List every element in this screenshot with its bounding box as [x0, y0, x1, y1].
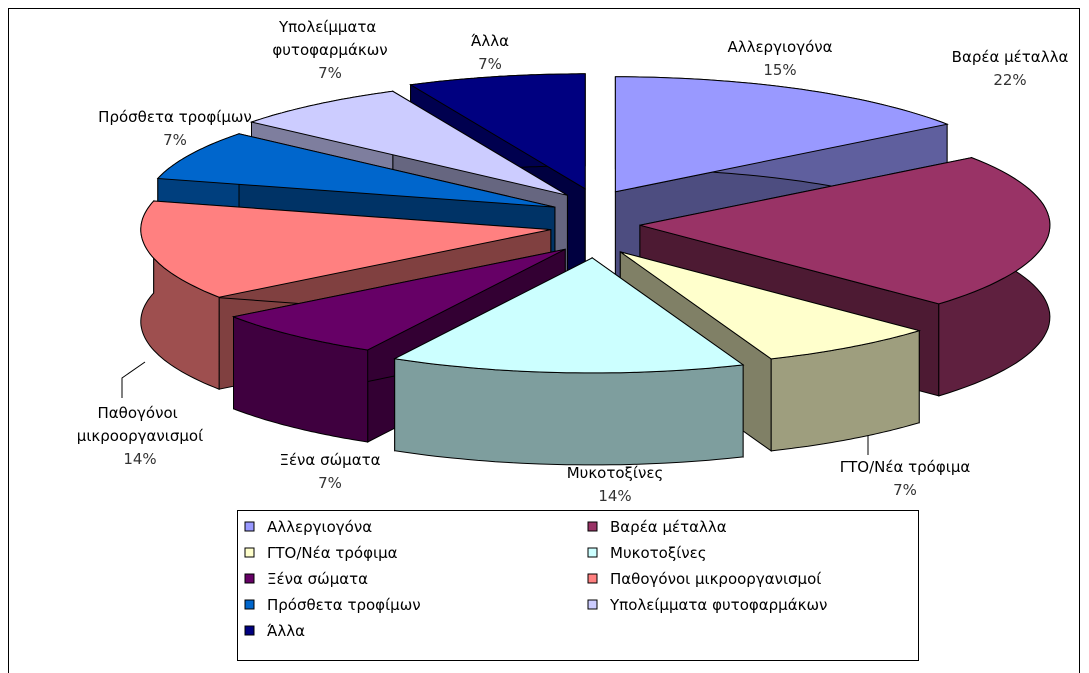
legend-label: ΓΤΟ/Νέα τρόφιμα [267, 544, 398, 562]
data-label: 7% [318, 64, 342, 82]
data-label-name: Αλλεργιογόνα [727, 38, 832, 56]
legend-label: Πρόσθετα τροφίμων [267, 596, 421, 614]
slice [393, 257, 745, 374]
data-label-name: Παθογόνοι μικροοργανισμοί [77, 404, 203, 445]
slice [156, 133, 556, 208]
legend-label: Μυκοτοξίνες [610, 544, 707, 562]
data-label: 15% [763, 61, 796, 79]
data-label-name: ΓΤΟ/Νέα τρόφιμα [840, 458, 971, 476]
data-label: 7% [163, 131, 187, 149]
slice [614, 76, 949, 193]
data-label-name: Μυκοτοξίνες [567, 464, 664, 482]
legend-label: Άλλα [267, 622, 305, 640]
legend-box [237, 510, 919, 661]
data-label: 14% [598, 487, 631, 505]
data-label-name: Βαρέα μέταλλα [952, 48, 1069, 66]
slice [409, 73, 586, 190]
pie [140, 73, 1051, 466]
data-label-name: Πρόσθετα τροφίμων [98, 108, 252, 126]
legend-swatch [587, 547, 598, 558]
slice [393, 256, 745, 466]
data-label-name: Άλλα [471, 32, 509, 50]
legend-swatch [587, 599, 598, 610]
legend-label: Αλλεργιογόνα [267, 518, 372, 536]
legend-swatch [587, 573, 598, 584]
slice [620, 251, 922, 360]
leader-line [121, 361, 146, 398]
data-label: 7% [478, 55, 502, 73]
slice [639, 157, 1051, 305]
data-label: 7% [318, 474, 342, 492]
legend-swatch [244, 599, 255, 610]
data-label: 14% [123, 450, 156, 468]
legend-label: Παθογόνοι μικροοργανισμοί [610, 570, 821, 588]
data-label: 22% [993, 71, 1026, 89]
legend-swatch [244, 521, 255, 532]
legend-swatch [244, 547, 255, 558]
slice-side [394, 358, 744, 466]
slice [140, 200, 551, 298]
data-label-name: Ξένα σώματα [279, 451, 380, 469]
data-label-name: Υπολείμματα φυτοφαρμάκων [272, 18, 387, 59]
data-label: 7% [893, 481, 917, 499]
slice [249, 90, 568, 196]
slice [231, 248, 566, 351]
legend-label: Βαρέα μέταλλα [610, 518, 727, 536]
legend-label: Υπολείμματα φυτοφαρμάκων [609, 596, 827, 614]
legend-swatch [587, 521, 598, 532]
legend-label: Ξένα σώματα [267, 570, 368, 588]
legend-swatch [244, 625, 255, 636]
legend-swatch [244, 573, 255, 584]
